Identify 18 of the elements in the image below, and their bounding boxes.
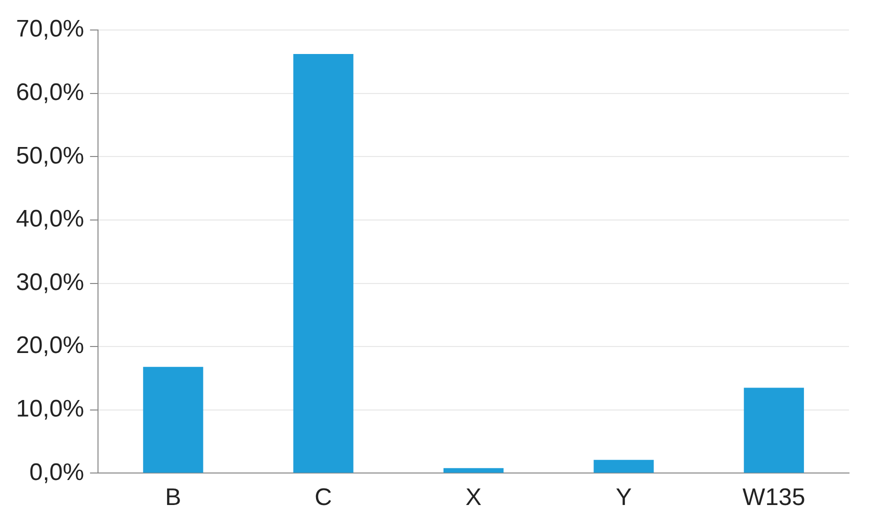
y-tick-label: 50,0% xyxy=(16,142,84,170)
x-tick-label: W135 xyxy=(742,484,806,512)
y-tick-label: 70,0% xyxy=(16,16,84,43)
y-tick-label: 30,0% xyxy=(16,268,84,296)
x-tick-label: Y xyxy=(616,484,632,512)
bar xyxy=(293,54,354,473)
y-tick-label: 0,0% xyxy=(29,458,84,486)
y-tick-label: 60,0% xyxy=(16,78,84,106)
bar xyxy=(143,366,204,473)
y-tick-label: 20,0% xyxy=(16,332,84,360)
bar xyxy=(443,468,504,473)
bar xyxy=(594,460,654,473)
x-tick-label: C xyxy=(314,484,332,512)
bar xyxy=(744,388,804,473)
y-tick-label: 10,0% xyxy=(16,396,84,423)
x-tick-label: X xyxy=(466,484,482,512)
x-tick-label: B xyxy=(165,484,182,512)
y-tick-label: 40,0% xyxy=(16,206,84,233)
